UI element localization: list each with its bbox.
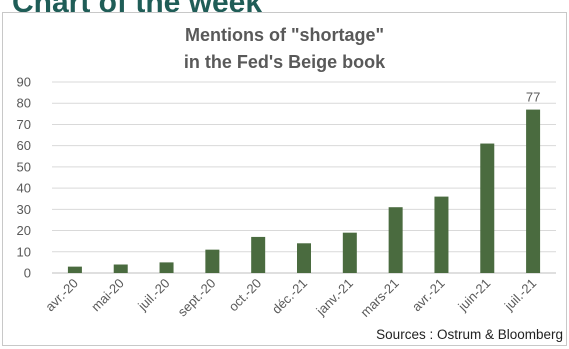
x-tick-label: avr.-20 [42,276,81,315]
x-tick-label: janv.-21 [313,276,356,319]
bar [67,266,82,273]
bar [526,109,541,273]
y-tick-label: 70 [17,117,31,132]
x-tick-label: juin-21 [454,276,493,315]
y-tick-label: 50 [17,159,31,174]
x-tick-label: mai-20 [88,276,127,315]
y-tick-label: 90 [17,75,31,90]
bar [434,196,449,273]
x-tick-label: sept.-20 [175,276,219,320]
y-tick-label: 30 [17,202,31,217]
y-tick-label: 60 [17,138,31,153]
x-tick-label: avr.-21 [409,276,448,315]
x-tick-label: déc.-21 [269,276,310,317]
bar [251,236,266,273]
x-tick-label: mars-21 [357,276,401,320]
y-tick-label: 40 [17,181,31,196]
bar [342,232,357,273]
chart-title-line-1: Mentions of "shortage" [184,25,385,45]
bar [297,243,311,273]
data-label: 77 [526,90,540,105]
bar [388,207,403,273]
bar [113,264,128,273]
y-tick-label: 20 [17,223,31,238]
bar [480,143,495,273]
y-tick-label: 10 [17,244,31,259]
x-tick-label: juil.-20 [134,276,172,314]
chart-frame [2,12,567,346]
bar [159,262,174,273]
x-tick-label: juil.-21 [501,276,539,314]
y-tick-label: 80 [17,96,31,111]
bar [205,249,220,273]
chart-title-line-2: in the Fed's Beige book [183,52,386,72]
y-tick-label: 0 [24,266,31,281]
source-note: Sources : Ostrum & Bloomberg [376,327,563,342]
x-tick-label: oct.-20 [226,276,265,315]
